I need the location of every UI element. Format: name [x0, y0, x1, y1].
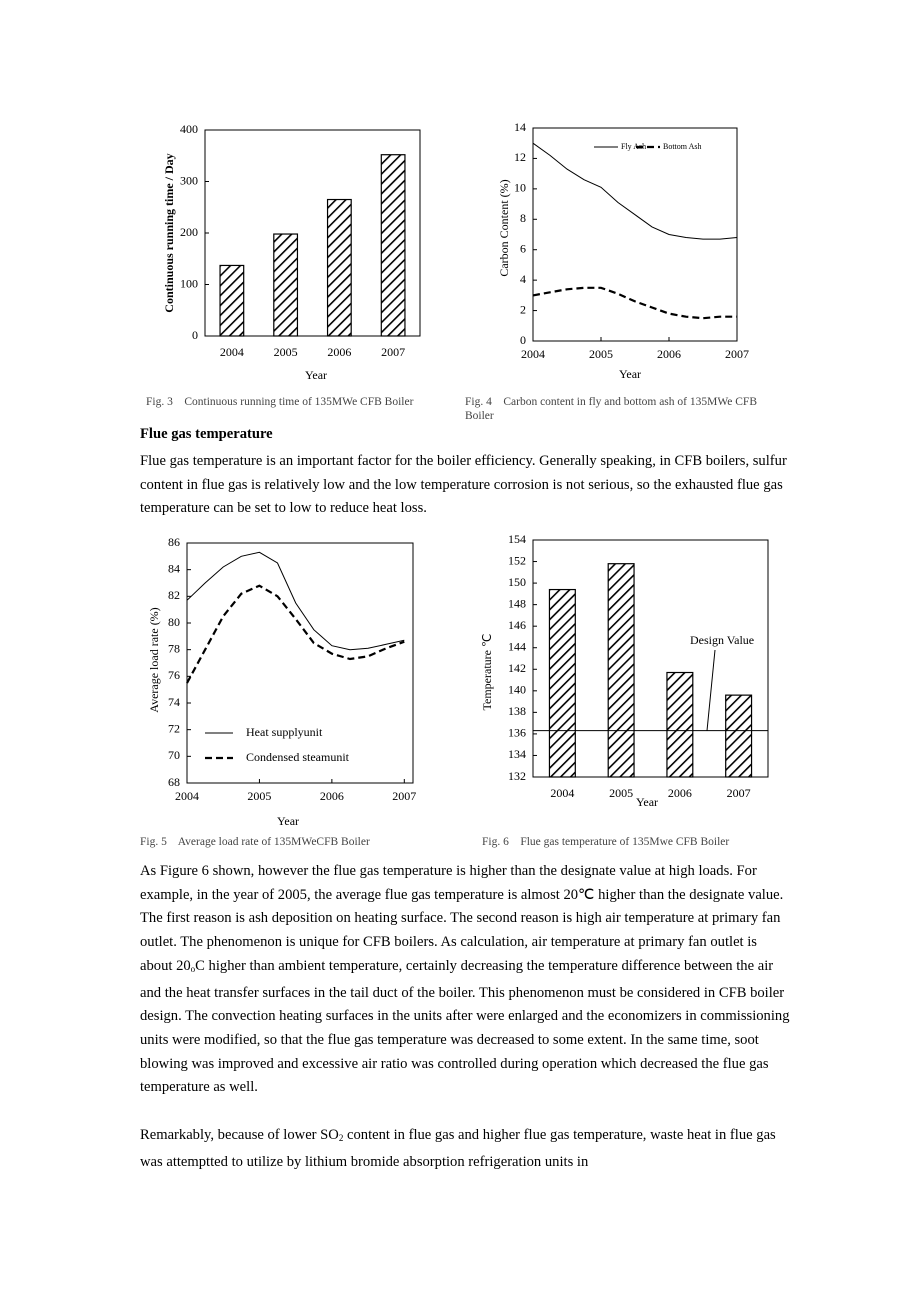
y-tick-label: 138	[508, 704, 526, 718]
y-tick-label: 132	[508, 769, 526, 783]
y-tick-label: 70	[168, 748, 180, 762]
x-tick-label: 2006	[320, 789, 344, 803]
y-axis-label: Carbon Content (%)	[497, 179, 511, 276]
y-tick-label: 2	[520, 302, 526, 316]
text: content in flue gas and higher flue gas …	[140, 1127, 776, 1170]
legend-label: Bottom Ash	[663, 142, 701, 151]
y-tick-label: 82	[168, 588, 180, 602]
x-tick-label: 2007	[727, 786, 751, 800]
text: o	[190, 963, 196, 974]
y-tick-label: 142	[508, 661, 526, 675]
y-tick-label: 152	[508, 553, 526, 567]
series-line	[532, 286, 737, 320]
y-tick-label: 12	[514, 150, 526, 164]
legend-label: Fly Ash	[621, 142, 646, 151]
x-tick-label: 2005	[589, 347, 613, 361]
bar	[607, 563, 635, 778]
bar	[725, 694, 753, 778]
series-line	[186, 584, 405, 684]
series-line	[532, 142, 738, 240]
y-tick-label: 136	[508, 726, 526, 740]
bar	[666, 671, 694, 778]
x-tick-label: 2006	[327, 345, 351, 359]
bar	[219, 264, 245, 337]
leader	[706, 649, 716, 731]
x-tick-label: 2006	[657, 347, 681, 361]
y-tick-label: 84	[168, 561, 180, 575]
y-tick-label: 14	[514, 120, 526, 134]
bar	[548, 588, 576, 778]
y-tick-label: 154	[508, 532, 526, 546]
y-tick-label: 400	[180, 122, 198, 136]
y-tick-label: 140	[508, 683, 526, 697]
legend-label: Condensed steamunit	[246, 750, 350, 764]
plot-frame	[532, 127, 738, 342]
bar	[326, 198, 352, 337]
x-axis-label: Year	[636, 795, 658, 809]
y-tick-label: 80	[168, 615, 180, 629]
caption: Fig. 4 Carbon content in fly and bottom …	[465, 396, 760, 422]
legend-label: Heat supplyunit	[246, 725, 323, 739]
x-axis-label: Year	[305, 368, 327, 382]
text: 2	[338, 1133, 344, 1143]
x-tick-label: 2005	[247, 789, 271, 803]
text: As Figure 6 shown, however the flue gas …	[140, 863, 784, 974]
y-axis-label: Temperature ℃	[480, 634, 494, 711]
y-tick-label: 146	[508, 618, 526, 632]
plot-frame	[186, 542, 414, 784]
x-tick-label: 2004	[550, 786, 574, 800]
text: C higher than ambient temperature, certa…	[140, 957, 790, 1096]
y-tick-label: 134	[508, 747, 526, 761]
caption: Fig. 6 Flue gas temperature of 135Mwe CF…	[482, 836, 730, 848]
x-tick-label: 2004	[220, 345, 244, 359]
y-tick-label: 4	[520, 272, 526, 286]
y-tick-label: 8	[520, 211, 526, 225]
x-axis-label: Year	[619, 367, 641, 381]
x-tick-label: 2007	[392, 789, 416, 803]
text: Remarkably, because of lower SO	[140, 1127, 339, 1143]
x-tick-label: 2006	[668, 786, 692, 800]
y-tick-label: 86	[168, 535, 180, 549]
y-tick-label: 144	[508, 639, 526, 653]
y-tick-label: 200	[180, 225, 198, 239]
text: Flue gas temperature is an important fac…	[140, 453, 787, 517]
y-tick-label: 150	[508, 575, 526, 589]
y-tick-label: 300	[180, 173, 198, 187]
paragraph: As Figure 6 shown, however the flue gas …	[140, 860, 790, 1100]
x-tick-label: 2005	[609, 786, 633, 800]
y-tick-label: 6	[520, 241, 526, 255]
y-tick-label: 68	[168, 775, 180, 789]
y-tick-label: 10	[514, 181, 526, 195]
y-tick-label: 76	[168, 668, 180, 682]
x-tick-label: 2005	[274, 345, 298, 359]
y-tick-label: 100	[180, 276, 198, 290]
paragraph: Flue gas temperature is an important fac…	[140, 450, 790, 521]
heading: Flue gas temperature	[140, 426, 273, 442]
bar	[380, 154, 406, 337]
paragraph: Remarkably, because of lower SO2 content…	[140, 1124, 790, 1174]
plot-frame	[532, 539, 769, 778]
y-tick-label: 72	[168, 721, 180, 735]
y-axis-label: Average load rate (%)	[147, 607, 161, 712]
caption: Fig. 3 Continuous running time of 135MWe…	[146, 396, 414, 408]
y-tick-label: 148	[508, 596, 526, 610]
y-tick-label: 0	[192, 328, 198, 342]
y-tick-label: 78	[168, 641, 180, 655]
series-line	[186, 551, 405, 651]
x-tick-label: 2007	[725, 347, 749, 361]
y-tick-label: 74	[168, 695, 180, 709]
annotation: Design Value	[690, 633, 754, 647]
x-tick-label: 2007	[381, 345, 405, 359]
x-tick-label: 2004	[521, 347, 545, 361]
caption: Fig. 5 Average load rate of 135MWeCFB Bo…	[140, 836, 370, 848]
x-tick-label: 2004	[175, 789, 199, 803]
y-tick-label: 0	[520, 333, 526, 347]
x-axis-label: Year	[277, 814, 299, 828]
bar	[273, 233, 299, 337]
y-axis-label: Continuous running time / Day	[162, 153, 176, 312]
